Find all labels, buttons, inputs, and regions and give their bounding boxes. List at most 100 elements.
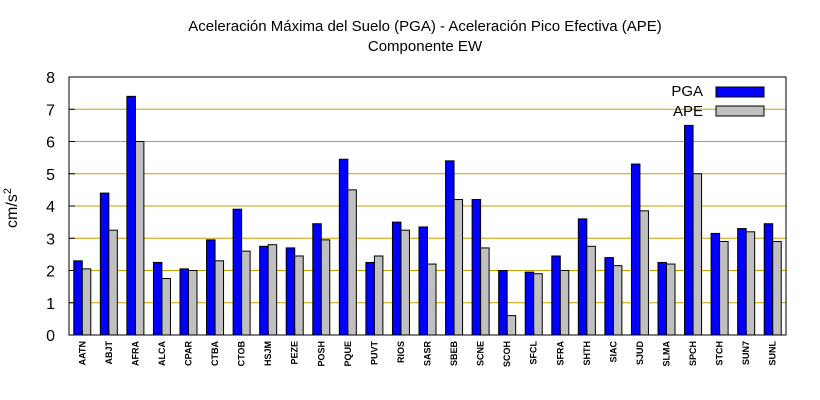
y-tick-label: 4: [46, 199, 55, 216]
bar-pga-sbeb: [445, 160, 455, 336]
x-tick-label: SFCL: [529, 341, 539, 365]
bar-pga-sunl: [763, 223, 774, 336]
chart-title: Aceleración Máxima del Suelo (PGA) - Ace…: [188, 18, 662, 35]
bar-pga-peze: [285, 247, 296, 336]
bar-pga-sjud: [630, 163, 641, 336]
x-tick-label: HSJM: [263, 341, 273, 366]
x-tick-labels: AATN ABJT AFRA ALCA CPAR CTBA CTOB HSJM PEZE POSH…: [77, 330, 778, 367]
bar-ape-sfcl: [533, 273, 543, 336]
y-tick-label: 6: [46, 135, 55, 152]
bar-pga-sasr: [418, 226, 428, 336]
bar-ape-abjt: [108, 229, 118, 336]
y-tick-label: 3: [46, 231, 55, 248]
bar-ape-rios: [400, 229, 410, 336]
y-tick-label: 2: [46, 264, 55, 281]
bar-pga-alca: [152, 261, 163, 336]
bar-ape-sbeb: [453, 199, 464, 336]
bar-pga-spch: [684, 124, 694, 336]
bar-ape-ctba: [214, 260, 225, 336]
bar-ape-peze: [294, 255, 304, 336]
bar-pga-scne: [471, 199, 482, 336]
x-tick-label: ALCA: [157, 341, 167, 366]
x-tick-label: SHTH: [582, 341, 592, 366]
bar-pga-sun7: [737, 228, 747, 336]
x-tick-label: SLMA: [662, 341, 672, 367]
bar-ape-siac: [612, 265, 623, 336]
bar-pga-sfra: [551, 255, 561, 336]
x-tick-label: SCNE: [476, 341, 486, 366]
bar-ape-sun7: [745, 231, 756, 336]
bar-pga-cpar: [179, 268, 189, 336]
bar-pga-scoh: [498, 270, 508, 336]
x-tick-label: SPCH: [688, 341, 698, 366]
bar-ape-sfra: [559, 270, 570, 336]
bar-ape-sunl: [772, 240, 782, 336]
x-tick-label: SASR: [423, 341, 433, 367]
bar-ape-spch: [692, 173, 703, 336]
bar-pga-sfcl: [524, 271, 535, 336]
legend-label-pga: PGA: [671, 83, 703, 100]
x-tick-label: POSH: [316, 341, 326, 367]
bar-pga-abjt: [99, 192, 110, 336]
bars-group: [73, 95, 782, 336]
bar-pga-pque: [338, 158, 349, 336]
bar-pga-afra: [126, 95, 136, 336]
bar-ape-scoh: [506, 315, 517, 336]
x-tick-label: PEZE: [290, 341, 300, 365]
bar-ape-pque: [347, 189, 357, 336]
x-tick-label: CTOB: [237, 341, 247, 367]
x-tick-label: SJUD: [635, 341, 645, 366]
y-axis-label: cm/s2: [2, 188, 21, 228]
bar-ape-alca: [161, 278, 171, 336]
bar-ape-hsjm: [267, 244, 278, 336]
bar-pga-siac: [604, 257, 614, 336]
bar-ape-afra: [134, 141, 145, 336]
x-tick-label: SUN7: [741, 341, 751, 365]
y-tick-label: 0: [46, 328, 55, 345]
bar-pga-aatn: [73, 260, 83, 336]
bar-ape-stch: [719, 240, 729, 336]
bar-pga-stch: [710, 232, 721, 336]
x-tick-label: CPAR: [184, 341, 194, 366]
x-tick-label: ABJT: [104, 341, 114, 365]
x-tick-label: PQUE: [343, 341, 353, 367]
legend-swatch-ape: [715, 105, 765, 117]
y-tick-label: 7: [46, 102, 55, 119]
x-tick-label: RIOS: [396, 341, 406, 363]
bar-pga-puvt: [365, 261, 375, 336]
y-tick-label: 8: [46, 70, 55, 87]
bar-ape-cpar: [188, 270, 198, 336]
x-tick-label: SUNL: [768, 340, 778, 365]
bar-ape-puvt: [373, 255, 384, 336]
bar-ape-slma: [666, 263, 676, 336]
x-tick-label: AFRA: [130, 341, 140, 366]
bar-ape-shth: [586, 245, 596, 336]
legend-swatch-pga: [715, 86, 765, 98]
y-tick-label: 1: [46, 296, 55, 313]
x-tick-label: AATN: [77, 341, 87, 365]
bar-pga-posh: [312, 223, 322, 336]
bar-ape-scne: [480, 247, 490, 336]
x-tick-label: SIAC: [608, 341, 618, 363]
bar-ape-posh: [320, 239, 331, 336]
x-tick-label: STCH: [715, 341, 725, 366]
x-tick-label: CTBA: [210, 341, 220, 366]
bar-pga-shth: [577, 218, 588, 336]
x-tick-label: PUVT: [369, 341, 379, 366]
y-tick-label: 5: [46, 167, 55, 184]
x-tick-label: SCOH: [502, 341, 512, 367]
bar-ape-ctob: [241, 250, 251, 336]
chart-subtitle: Componente EW: [368, 38, 483, 55]
bar-pga-rios: [391, 221, 402, 336]
bar-pga-hsjm: [259, 245, 269, 336]
bar-pga-ctba: [206, 239, 216, 336]
legend: PGA APE: [671, 83, 765, 120]
bar-pga-ctob: [232, 208, 243, 336]
bar-ape-sjud: [639, 210, 649, 336]
x-tick-label: SBEB: [449, 341, 459, 367]
x-tick-label: SFRA: [555, 341, 565, 366]
bar-pga-slma: [657, 261, 667, 336]
legend-label-ape: APE: [673, 103, 703, 120]
bar-ape-aatn: [81, 268, 92, 336]
